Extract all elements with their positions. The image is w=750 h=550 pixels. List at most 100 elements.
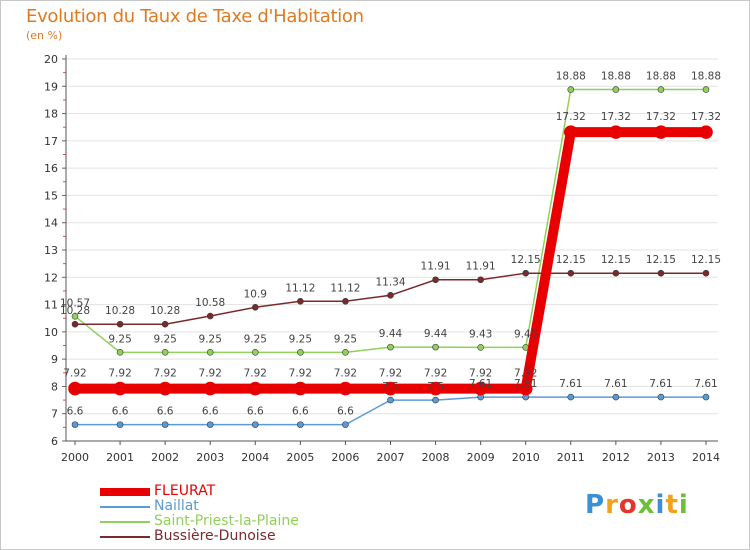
data-label: 9.25 (108, 333, 131, 345)
x-tick-label: 2013 (647, 451, 675, 464)
data-point (612, 393, 620, 401)
data-label: 17.32 (601, 111, 631, 123)
data-point (428, 381, 443, 396)
x-tick-label: 2001 (106, 451, 134, 464)
data-label: 7.61 (604, 378, 627, 390)
data-label: 17.32 (646, 111, 676, 123)
data-point (612, 269, 620, 277)
data-point (567, 86, 575, 93)
data-point (387, 343, 394, 351)
data-point (116, 421, 124, 428)
data-label: 7.61 (559, 378, 582, 390)
data-point (342, 349, 349, 356)
logo-letter: o (618, 490, 638, 520)
data-label: 7.61 (514, 378, 537, 390)
data-label: 11.91 (466, 261, 496, 273)
data-point (71, 313, 79, 320)
y-tick-label: 16 (44, 162, 58, 175)
x-tick-label: 2002 (151, 451, 179, 464)
data-point (113, 381, 127, 396)
x-tick-label: 2011 (557, 451, 585, 464)
x-tick-label: 2006 (331, 451, 359, 464)
data-label: 7.92 (514, 368, 537, 380)
data-point (297, 349, 304, 356)
data-label: 6.6 (112, 406, 129, 418)
x-tick-label: 2000 (61, 451, 89, 464)
data-point (71, 421, 79, 428)
logo-letter: i (678, 490, 689, 520)
data-label: 9.25 (244, 333, 267, 345)
data-point (297, 421, 304, 428)
data-point (297, 297, 304, 305)
data-point (251, 303, 259, 311)
data-point (68, 381, 82, 396)
data-label: 6.6 (67, 406, 84, 418)
data-label: 7.92 (244, 368, 267, 380)
data-point (567, 269, 575, 277)
data-label: 9.25 (153, 333, 176, 345)
logo-letter: P (585, 490, 606, 520)
data-point (654, 125, 668, 139)
data-point (699, 125, 713, 139)
data-label: 7.92 (469, 368, 492, 380)
data-label: 7.92 (289, 368, 312, 380)
data-label: 7.61 (694, 378, 717, 390)
data-label: 7.61 (469, 378, 492, 390)
x-tick-label: 2012 (602, 451, 630, 464)
data-label: 11.12 (285, 282, 315, 294)
data-label: 7.92 (108, 368, 131, 380)
data-label: 12.15 (646, 254, 676, 266)
data-label: 9.25 (334, 333, 357, 345)
data-point (206, 421, 214, 428)
data-label: 7.92 (379, 368, 402, 380)
data-point (567, 393, 575, 401)
legend-swatch (100, 536, 150, 538)
data-label: 17.32 (556, 111, 586, 123)
data-label: 12.15 (511, 254, 541, 266)
data-label: 10.9 (244, 288, 267, 300)
data-label: 6.6 (157, 406, 174, 418)
y-tick-label: 18 (44, 108, 58, 121)
data-point (477, 344, 484, 351)
data-label: 9.25 (199, 333, 222, 345)
data-point (161, 349, 169, 356)
data-label: 9.44 (379, 328, 403, 340)
legend-swatch (100, 506, 150, 508)
y-tick-label: 7 (51, 408, 58, 421)
data-point (518, 381, 533, 396)
x-tick-label: 2003 (196, 451, 224, 464)
data-point (293, 381, 308, 396)
data-point (612, 86, 620, 93)
data-point (387, 396, 394, 404)
data-label: 17.32 (691, 111, 721, 123)
data-point (387, 291, 394, 299)
data-label: 12.15 (601, 254, 631, 266)
data-point (563, 125, 578, 139)
chart-title: Evolution du Taux de Taxe d'Habitation (26, 6, 364, 27)
legend-label: Bussière-Dunoise (154, 528, 276, 544)
data-point (71, 320, 79, 328)
data-point (609, 125, 623, 139)
proxiti-logo: Proxiti (585, 490, 689, 520)
data-point (248, 381, 263, 396)
data-point (432, 276, 439, 284)
data-label: 7.92 (199, 368, 222, 380)
data-label: 18.88 (556, 71, 586, 83)
y-tick-label: 20 (44, 53, 58, 66)
data-label: 10.57 (60, 297, 90, 309)
data-point (432, 396, 439, 404)
x-tick-label: 2014 (692, 451, 720, 464)
data-label: 6.6 (247, 406, 264, 418)
data-label: 7.92 (153, 368, 176, 380)
data-point (206, 312, 214, 320)
data-label: 7.92 (334, 368, 357, 380)
data-point (161, 320, 169, 328)
data-label: 11.34 (375, 276, 405, 288)
data-point (702, 86, 710, 93)
logo-letter: i (655, 490, 666, 520)
data-point (251, 349, 259, 356)
legend-label: Naillat (154, 498, 199, 514)
data-label: 6.6 (292, 406, 309, 418)
x-tick-label: 2005 (286, 451, 314, 464)
